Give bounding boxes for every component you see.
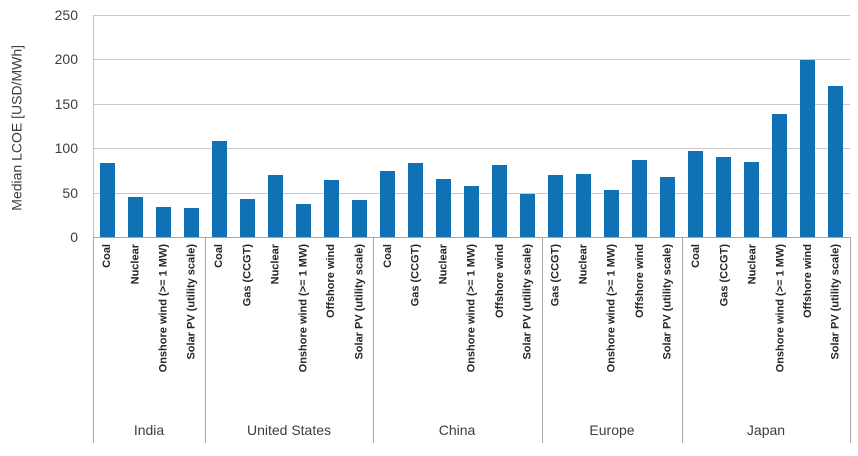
category-label: Solar PV (utility scale) (185, 244, 198, 360)
category-label: Onshore wind (>= 1 MW) (465, 244, 478, 373)
bar-china-coal (380, 171, 395, 237)
group-label-india: India (133, 422, 165, 438)
category-label: Coal (101, 244, 114, 268)
bar-china-onshore-wind-1-mw (464, 186, 479, 237)
y-axis-tick-label: 50 (62, 184, 78, 201)
bar-europe-solar-pv-utility-scale (660, 177, 675, 237)
category-label: Offshore wind (325, 244, 338, 318)
group-separator (850, 237, 851, 443)
group-label-japan: Japan (746, 422, 786, 438)
category-label: Gas (CCGT) (409, 244, 422, 307)
category-label: Coal (381, 244, 394, 268)
bar-china-gas-ccgt (408, 163, 423, 237)
gridline (93, 148, 850, 149)
bar-europe-nuclear (576, 174, 591, 237)
bar-india-solar-pv-utility-scale (184, 208, 199, 237)
x-axis-line (93, 237, 850, 238)
category-label: Solar PV (utility scale) (661, 244, 674, 360)
y-axis-tick-label: 100 (54, 140, 78, 157)
y-axis-title: Median LCOE [USD/MWh] (9, 45, 25, 211)
bar-japan-onshore-wind-1-mw (772, 114, 787, 237)
category-label: Solar PV (utility scale) (829, 244, 842, 360)
bar-india-onshore-wind-1-mw (156, 207, 171, 237)
bar-china-offshore-wind (492, 165, 507, 237)
category-label: Nuclear (577, 244, 590, 285)
category-label: Coal (689, 244, 702, 268)
category-label: Nuclear (745, 244, 758, 285)
bar-europe-gas-ccgt (548, 175, 563, 237)
bar-united-states-nuclear (268, 175, 283, 237)
y-axis-tick-label: 250 (54, 7, 78, 23)
gridline (93, 15, 850, 16)
y-axis-tick-label: 0 (70, 229, 78, 245)
bar-united-states-onshore-wind-1-mw (296, 204, 311, 237)
category-label: Offshore wind (633, 244, 646, 318)
category-label: Nuclear (437, 244, 450, 285)
category-label: Offshore wind (493, 244, 506, 318)
category-label: Onshore wind (>= 1 MW) (157, 244, 170, 373)
gridline (93, 59, 850, 60)
gridline (93, 104, 850, 105)
category-label: Offshore wind (801, 244, 814, 318)
bar-united-states-offshore-wind (324, 180, 339, 237)
group-label-europe: Europe (589, 422, 635, 438)
bar-europe-offshore-wind (632, 160, 647, 237)
category-label: Onshore wind (>= 1 MW) (773, 244, 786, 373)
category-label: Solar PV (utility scale) (353, 244, 366, 360)
category-label: Onshore wind (>= 1 MW) (297, 244, 310, 373)
category-label: Nuclear (129, 244, 142, 285)
group-label-united-states: United States (246, 422, 332, 438)
y-axis-tick-label: 150 (54, 95, 78, 112)
bar-united-states-coal (212, 141, 227, 237)
bar-china-solar-pv-utility-scale (520, 194, 535, 237)
group-separator (682, 237, 683, 443)
category-label: Nuclear (269, 244, 282, 285)
group-separator (373, 237, 374, 443)
category-label: Solar PV (utility scale) (521, 244, 534, 360)
bar-europe-onshore-wind-1-mw (604, 190, 619, 237)
bar-japan-solar-pv-utility-scale (828, 86, 843, 237)
bar-united-states-gas-ccgt (240, 199, 255, 237)
category-label: Onshore wind (>= 1 MW) (605, 244, 618, 373)
y-axis-line (93, 15, 94, 237)
category-label: Gas (CCGT) (241, 244, 254, 307)
bar-india-nuclear (128, 197, 143, 237)
category-label: Gas (CCGT) (549, 244, 562, 307)
category-label: Coal (213, 244, 226, 268)
bar-united-states-solar-pv-utility-scale (352, 200, 367, 237)
group-label-china: China (438, 422, 476, 438)
category-label: Gas (CCGT) (717, 244, 730, 307)
bar-japan-offshore-wind (800, 60, 815, 237)
bar-japan-coal (688, 151, 703, 237)
bar-japan-nuclear (744, 162, 759, 237)
y-axis-tick-label: 200 (54, 51, 78, 68)
group-separator (205, 237, 206, 443)
group-separator (93, 237, 94, 443)
bar-japan-gas-ccgt (716, 157, 731, 237)
bar-china-nuclear (436, 179, 451, 237)
group-separator (542, 237, 543, 443)
bar-india-coal (100, 163, 115, 237)
